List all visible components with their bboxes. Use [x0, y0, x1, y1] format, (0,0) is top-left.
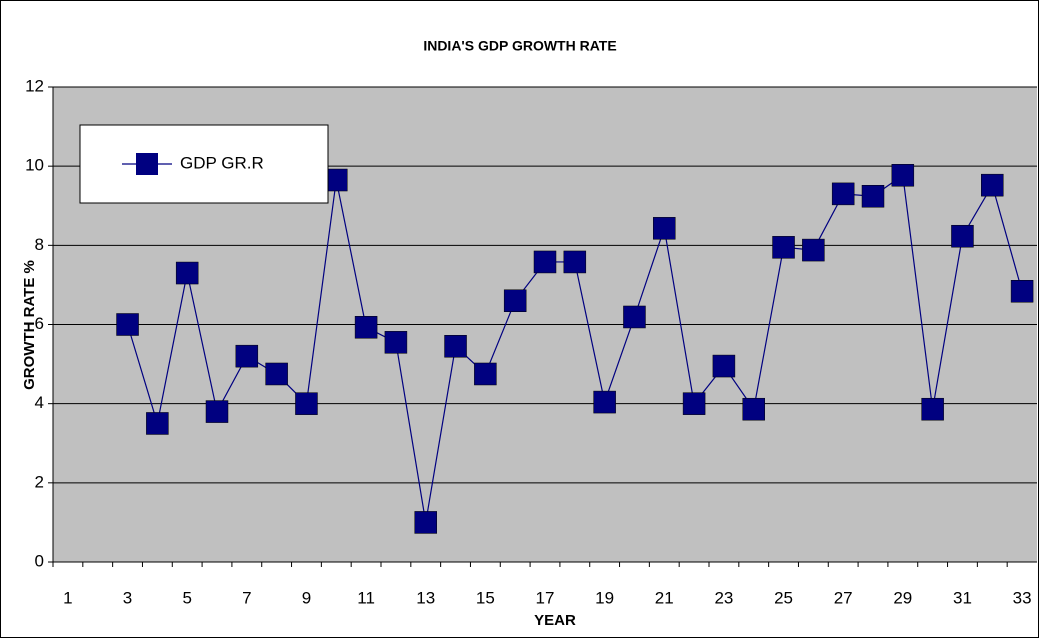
- marker: [295, 392, 318, 415]
- marker: [503, 289, 527, 312]
- x-tick-label: 19: [595, 588, 614, 607]
- x-tick-label: 15: [476, 588, 495, 607]
- marker: [981, 173, 1004, 197]
- marker: [891, 164, 915, 187]
- x-tick-label: 25: [774, 588, 793, 607]
- marker: [921, 397, 944, 421]
- marker: [593, 390, 616, 414]
- y-tick-label: 12: [25, 76, 44, 95]
- marker: [414, 511, 437, 534]
- marker: [653, 217, 676, 240]
- marker: [146, 412, 169, 435]
- marker: [235, 344, 259, 368]
- x-tick-label: 13: [416, 588, 435, 607]
- marker: [772, 236, 795, 259]
- y-tick-label: 2: [35, 472, 44, 491]
- marker: [802, 238, 825, 262]
- marker: [861, 185, 885, 208]
- x-tick-label: 17: [536, 588, 555, 607]
- x-tick-label: 5: [182, 588, 191, 607]
- legend-label: GDP GR.R: [180, 153, 264, 172]
- marker: [444, 335, 467, 358]
- y-tick-label: 10: [25, 156, 44, 175]
- x-tick-label: 29: [893, 588, 912, 607]
- y-tick-label: 6: [35, 314, 44, 333]
- marker: [354, 316, 378, 339]
- y-axis-title: GROWTH RATE %: [21, 260, 38, 390]
- marker: [265, 362, 288, 386]
- x-tick-label: 9: [302, 588, 311, 607]
- x-tick-label: 11: [357, 588, 375, 607]
- marker: [563, 250, 587, 274]
- x-tick-label: 7: [242, 588, 251, 607]
- marker: [116, 313, 139, 336]
- y-tick-label: 0: [35, 551, 44, 570]
- marker: [1010, 280, 1034, 303]
- y-tick-label: 4: [35, 393, 44, 412]
- chart-title: INDIA'S GDP GROWTH RATE: [423, 38, 616, 54]
- legend-marker: [136, 153, 158, 175]
- marker: [742, 397, 765, 421]
- marker: [175, 261, 199, 285]
- x-axis-title: YEAR: [534, 612, 576, 629]
- marker: [384, 331, 408, 354]
- marker: [682, 392, 706, 415]
- marker: [831, 182, 855, 206]
- marker: [623, 305, 646, 329]
- x-tick-label: 27: [834, 588, 853, 607]
- marker: [325, 168, 348, 192]
- x-tick-label: 21: [655, 588, 674, 607]
- y-tick-label: 8: [35, 235, 44, 254]
- x-tick-label: 3: [123, 588, 132, 607]
- marker: [712, 354, 736, 378]
- x-tick-label: 31: [953, 588, 972, 607]
- marker: [205, 400, 229, 423]
- marker: [474, 362, 497, 386]
- legend-box: [79, 124, 329, 204]
- x-tick-label: 33: [1013, 588, 1032, 607]
- x-tick-label: 1: [63, 588, 72, 607]
- marker: [533, 250, 557, 274]
- x-tick-label: 23: [714, 588, 733, 607]
- marker: [951, 224, 974, 248]
